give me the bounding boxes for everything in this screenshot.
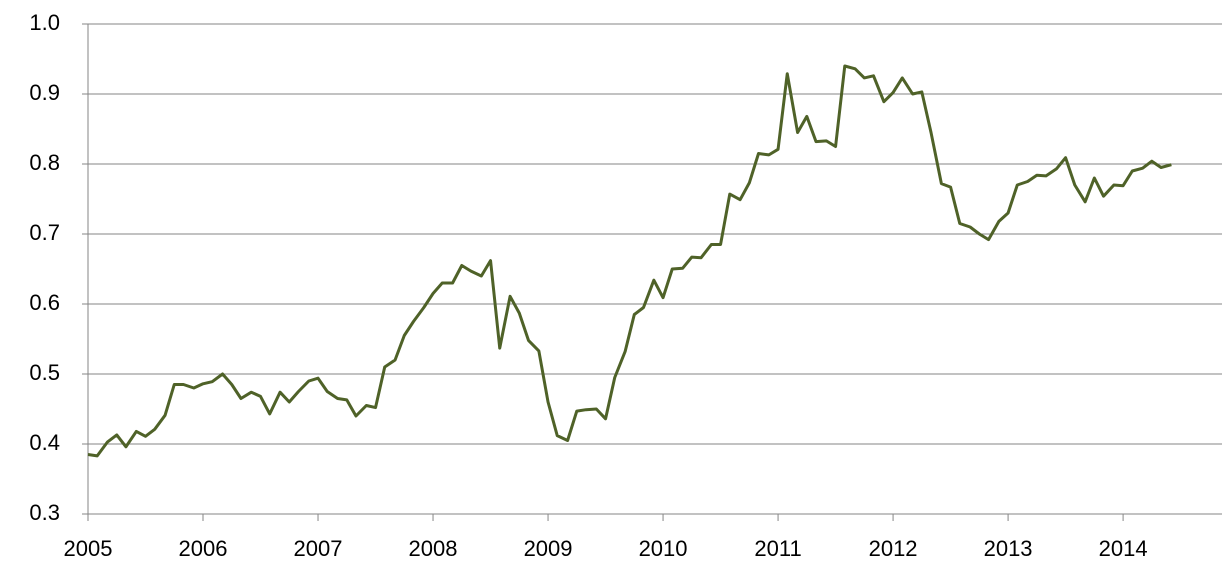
x-tick-label: 2006 (179, 536, 228, 561)
y-tick-label: 0.4 (29, 430, 60, 455)
x-tick-label: 2014 (1099, 536, 1148, 561)
x-tick-label: 2013 (984, 536, 1033, 561)
y-tick-label: 0.7 (29, 220, 60, 245)
x-tick-label: 2009 (524, 536, 573, 561)
x-tick-label: 2007 (294, 536, 343, 561)
x-tick-label: 2010 (639, 536, 688, 561)
y-tick-label: 0.6 (29, 290, 60, 315)
x-tick-label: 2011 (754, 536, 801, 561)
x-tick-label: 2008 (409, 536, 458, 561)
y-tick-label: 0.5 (29, 360, 60, 385)
y-tick-label: 0.9 (29, 80, 60, 105)
x-tick-label: 2005 (64, 536, 113, 561)
y-tick-label: 0.3 (29, 500, 60, 525)
data-line (87, 64, 1172, 458)
y-tick-label: 1.0 (29, 10, 60, 35)
y-tick-label: 0.8 (29, 150, 60, 175)
x-tick-label: 2012 (869, 536, 918, 561)
